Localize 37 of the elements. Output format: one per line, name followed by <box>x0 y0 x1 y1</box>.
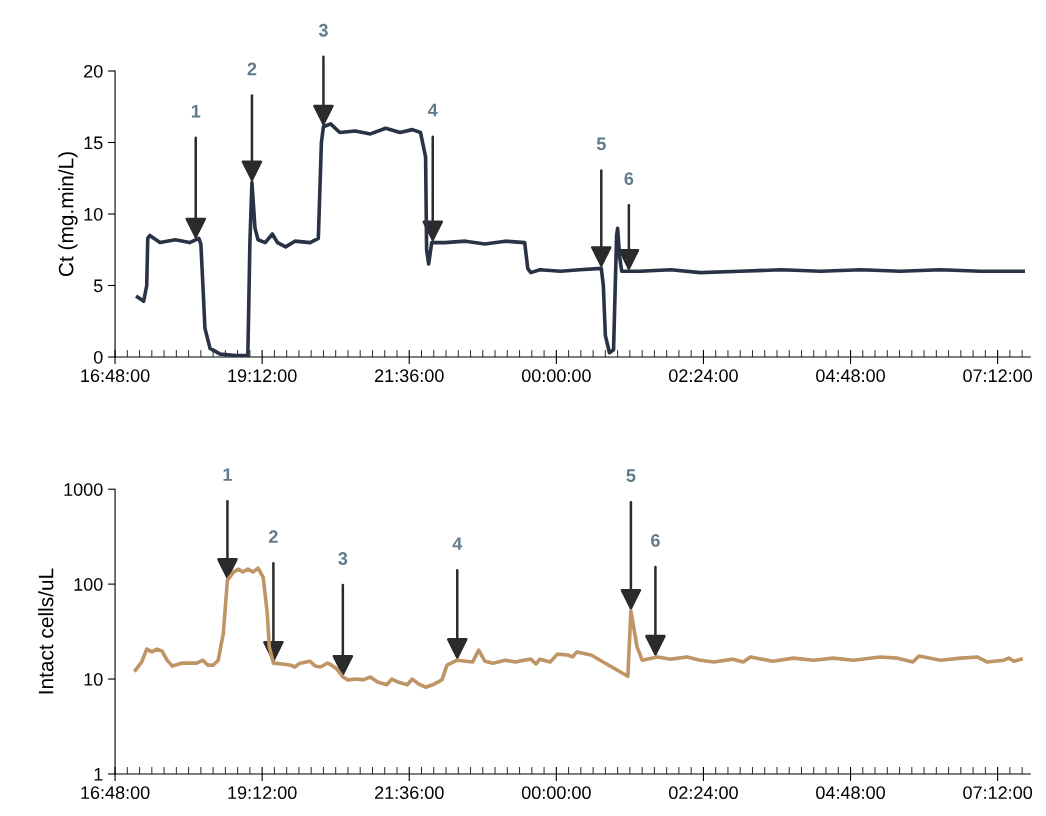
y-tick-label: 0 <box>93 350 103 364</box>
y-tick-label: 15 <box>84 136 103 150</box>
annotation: 3 <box>318 23 328 37</box>
x-tick-label: 04:48:00 <box>816 786 885 800</box>
annotation: 6 <box>624 172 634 186</box>
y-tick-label: 20 <box>84 64 103 78</box>
x-tick-label: 00:00:00 <box>521 786 591 800</box>
y-tick-label: 5 <box>93 279 103 293</box>
x-tick-label: 00:00:00 <box>521 369 591 383</box>
x-tick-label: 07:12:00 <box>963 786 1033 800</box>
x-tick-label: 19:12:00 <box>228 786 297 800</box>
y-axis-title: Ct (mg.min/L) <box>58 152 78 277</box>
x-tick-label: 21:36:00 <box>375 786 444 800</box>
annotation: 2 <box>269 530 278 543</box>
y-tick-label: 1 <box>94 768 103 781</box>
annotation: 5 <box>596 137 606 151</box>
annotation: 4 <box>427 103 438 117</box>
x-tick-label: 07:12:00 <box>963 369 1033 383</box>
annotation: 6 <box>651 533 660 547</box>
x-tick-label: 19:12:00 <box>228 369 297 383</box>
x-tick-label: 16:48:00 <box>81 786 150 800</box>
y-tick-label: 1000 <box>64 483 103 496</box>
x-tick-label: 02:24:00 <box>669 369 738 383</box>
y-axis-title: Intact cells/uL <box>38 568 54 694</box>
x-tick-label: 02:24:00 <box>669 786 738 800</box>
y-tick-label: 100 <box>74 578 103 591</box>
annotation: 5 <box>626 469 636 482</box>
annotation: 4 <box>452 537 463 550</box>
annotation: 1 <box>223 468 232 481</box>
x-tick-label: 04:48:00 <box>816 369 885 383</box>
y-tick-label: 10 <box>84 672 103 686</box>
annotation: 2 <box>247 62 257 76</box>
annotation: 1 <box>191 104 201 118</box>
x-tick-label: 16:48:00 <box>81 369 150 383</box>
y-tick-label: 10 <box>84 207 103 221</box>
x-tick-label: 21:36:00 <box>375 369 444 383</box>
annotation: 3 <box>338 552 348 565</box>
